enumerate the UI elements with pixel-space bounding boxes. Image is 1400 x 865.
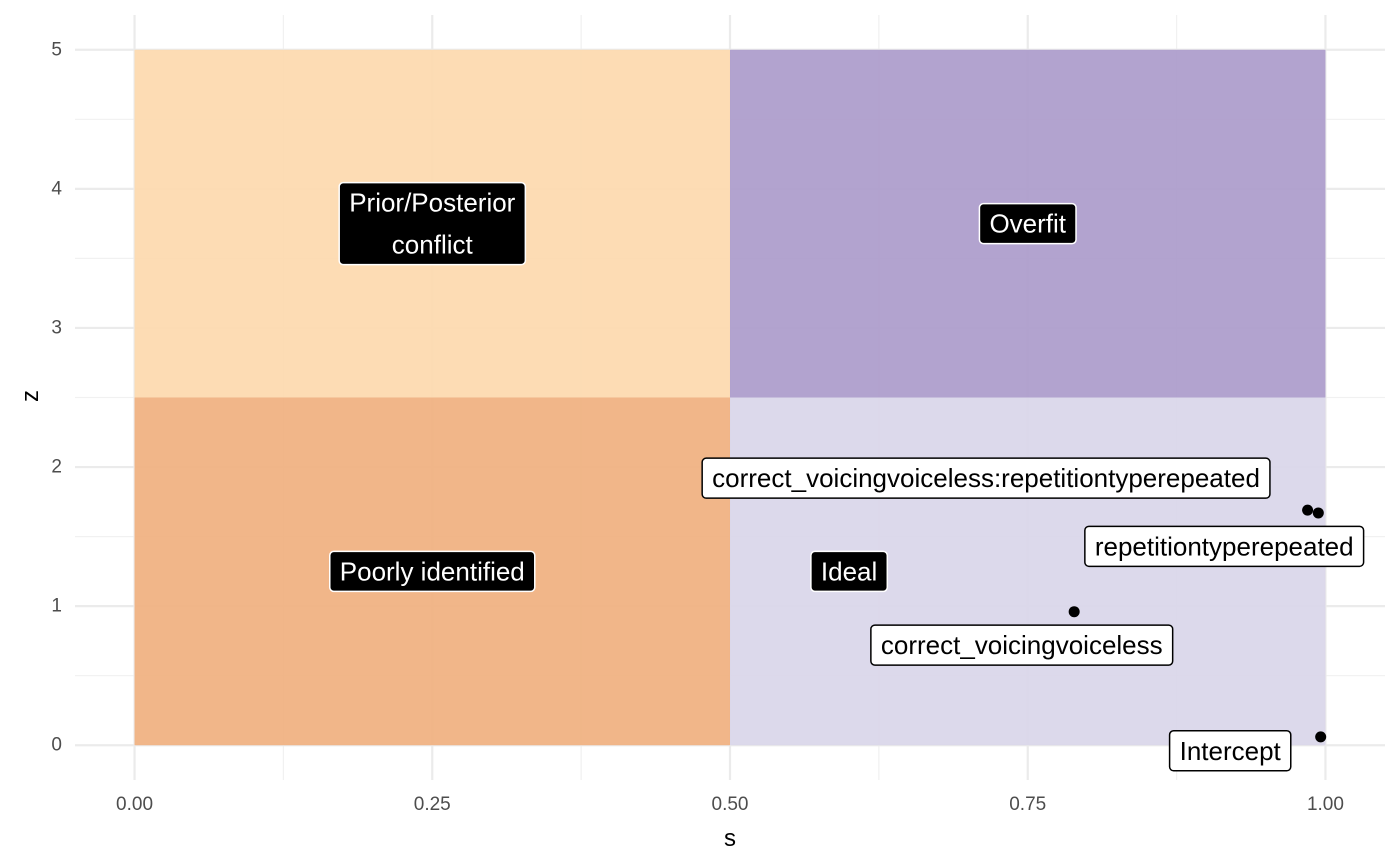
x-axis-title: s	[724, 825, 736, 852]
point-label: correct_voicingvoiceless:repetitiontyper…	[701, 457, 1271, 499]
x-tick-label: 0.00	[116, 794, 153, 815]
y-tick-label: 2	[51, 457, 62, 478]
point-label-box	[870, 624, 1174, 666]
region-label-ideal-box	[810, 550, 889, 593]
y-tick-label: 5	[51, 39, 62, 60]
region-label-prior-posterior-conflict-box	[338, 181, 527, 266]
region-label-prior-posterior-conflict-text: Prior/Posterior	[349, 188, 515, 218]
region-label-poorly-identified-box	[329, 550, 536, 593]
x-axis-ticks: 0.00 0.25 0.50 0.75 1.00	[116, 794, 1344, 815]
data-point	[1315, 731, 1327, 743]
y-axis-title: z	[17, 390, 44, 402]
region-labels: Prior/Posterior conflict Overfit Poorly ide…	[329, 181, 1077, 593]
point-label-text: repetitiontyperepeated	[1095, 531, 1354, 561]
region-label-ideal-text: Ideal	[821, 556, 877, 586]
region-label-ideal: Ideal	[810, 550, 889, 593]
point-labels: correct_voicingvoiceless:repetitiontyper…	[701, 457, 1365, 772]
y-tick-label: 1	[51, 596, 62, 617]
region-label-prior-posterior-conflict-text: conflict	[392, 230, 474, 260]
point-label-box	[1168, 730, 1292, 772]
point-label-box	[701, 457, 1271, 499]
point-label-text: correct_voicingvoiceless:repetitiontyper…	[712, 463, 1260, 493]
region-label-overfit-box	[978, 202, 1077, 245]
y-axis-ticks: 0 1 2 3 4 5	[51, 39, 62, 755]
data-point	[1302, 504, 1314, 516]
points	[1068, 504, 1327, 743]
point-label-text: Intercept	[1180, 736, 1282, 766]
region-label-overfit: Overfit	[978, 202, 1077, 245]
data-point	[1068, 606, 1080, 618]
y-tick-label: 4	[51, 178, 62, 199]
x-tick-label: 1.00	[1307, 794, 1344, 815]
point-label-box	[1084, 525, 1365, 568]
point-label: Intercept	[1168, 730, 1292, 772]
region-label-overfit-text: Overfit	[989, 209, 1066, 239]
y-tick-label: 0	[51, 735, 62, 756]
point-label-text: correct_voicingvoiceless	[881, 630, 1163, 660]
point-label: repetitiontyperepeated	[1084, 525, 1365, 568]
region-label-poorly-identified-text: Poorly identified	[340, 556, 525, 586]
x-tick-label: 0.50	[712, 794, 749, 815]
region-label-prior-posterior-conflict: Prior/Posterior conflict	[338, 181, 527, 266]
point-label: correct_voicingvoiceless	[870, 624, 1174, 666]
x-tick-label: 0.75	[1009, 794, 1046, 815]
data-point	[1312, 507, 1324, 519]
y-tick-label: 3	[51, 317, 62, 338]
x-tick-label: 0.25	[414, 794, 451, 815]
region-label-poorly-identified: Poorly identified	[329, 550, 536, 593]
